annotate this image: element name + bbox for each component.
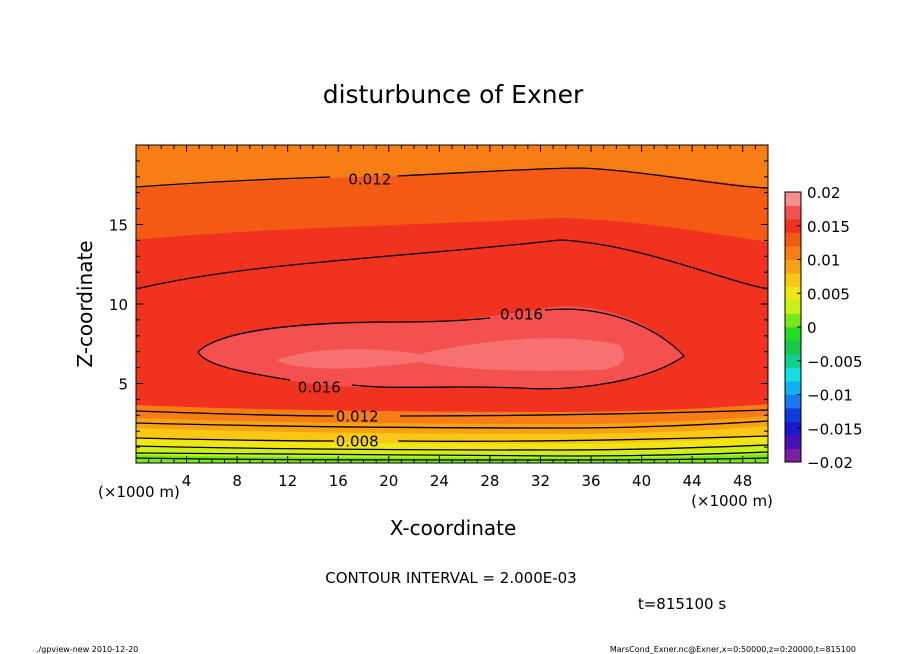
x-tick-label: 32 (531, 472, 550, 490)
y-axis-label: Z-coordinate (73, 240, 97, 367)
x-tick-label: 28 (480, 472, 499, 490)
y-tick-label: 10 (109, 296, 128, 314)
colorbar-swatch (785, 421, 801, 436)
contour-line-0.014-upper (135, 239, 769, 290)
colorbar-swatch (785, 246, 801, 260)
colorbar-swatch (785, 394, 801, 409)
colorbar-swatch (785, 286, 801, 301)
colorbar-swatch (785, 367, 801, 382)
colorbar-tick-label: 0.015 (807, 218, 850, 236)
y-tick-label: 5 (118, 376, 128, 394)
colorbar-swatch (785, 192, 801, 206)
contour-line-0.016-closed (197, 308, 685, 390)
contour-line-0.010 (135, 420, 769, 429)
contour-label: 0.016 (298, 379, 341, 397)
contour-label: 0.008 (336, 433, 379, 451)
contour-label: 0.016 (500, 306, 543, 324)
colorbar-swatch (785, 259, 801, 274)
colorbar-tick-label: 0 (807, 319, 817, 337)
contour-line-0.002 (135, 457, 769, 461)
colorbar-tick-label: 0.005 (807, 285, 850, 303)
colorbar-swatch (785, 340, 801, 355)
contour-label: 0.012 (348, 170, 391, 188)
colorbar-tick-label: 0.02 (807, 184, 840, 202)
contour-line-0.006 (135, 444, 769, 451)
x-tick-label: 4 (182, 472, 192, 490)
x-tick-label: 12 (278, 472, 297, 490)
colorbar-swatch (785, 354, 801, 368)
time-label: t=815100 s (638, 595, 726, 613)
x-tick-label: 40 (632, 472, 651, 490)
colorbar-swatch (785, 273, 801, 287)
colorbar-swatch (785, 381, 801, 395)
contour-lines (135, 167, 769, 461)
colorbar-swatch (785, 408, 801, 422)
band-0-to-0.002 (136, 454, 768, 463)
contour-line-0.012-top (135, 167, 769, 189)
x-unit-right: (×1000 m) (691, 492, 773, 510)
contour-label: 0.012 (336, 407, 379, 425)
x-tick-label: 16 (329, 472, 348, 490)
colorbar-tick-label: −0.005 (807, 353, 863, 371)
footer-right: MarsCond_Exner.nc@Exner,x=0:50000,z=0:20… (610, 645, 856, 654)
x-tick-label: 20 (379, 472, 398, 490)
band-above-0.018 (276, 338, 624, 371)
colorbar-swatch (785, 219, 801, 233)
chart-title: disturbunce of Exner (323, 80, 584, 109)
colorbar: 0.02 0.015 0.01 0.005 0 −0.005 −0.01 −0.015 −0.0… (784, 184, 863, 472)
x-tick-label: 48 (733, 472, 752, 490)
colorbar-tick-label: −0.02 (807, 454, 853, 472)
colorbar-swatch (785, 232, 801, 247)
contour-line-0.008 (135, 435, 769, 442)
colorbar-tick-label: 0.01 (807, 252, 840, 270)
colorbar-swatch (785, 205, 801, 220)
contour-line-0.012-lower (135, 409, 769, 417)
colorbar-swatch (785, 327, 801, 341)
x-tick-label: 8 (232, 472, 242, 490)
colorbar-swatch (785, 435, 801, 449)
y-tick-label: 15 (109, 217, 128, 235)
x-tick-label: 24 (430, 472, 449, 490)
colorbar-tick-label: −0.015 (807, 420, 863, 438)
y-axis: 5 10 15 (109, 160, 768, 448)
contour-field (135, 145, 769, 463)
colorbar-swatch (785, 448, 801, 463)
colorbar-tick-label: −0.01 (807, 387, 853, 405)
x-axis: 4 8 12 16 20 24 28 32 36 40 44 48 (148, 145, 756, 490)
contour-interval: CONTOUR INTERVAL = 2.000E-03 (325, 569, 576, 587)
contour-labels: 0.012 0.016 0.016 0.012 0.008 (298, 170, 543, 450)
x-unit-left: (×1000 m) (98, 483, 180, 501)
x-tick-label: 36 (581, 472, 600, 490)
footer-left: ./gpview-new 2010-12-20 (36, 645, 138, 654)
x-tick-label: 44 (683, 472, 702, 490)
x-axis-label: X-coordinate (390, 516, 517, 540)
colorbar-swatch (785, 313, 801, 328)
colorbar-swatch (785, 300, 801, 314)
